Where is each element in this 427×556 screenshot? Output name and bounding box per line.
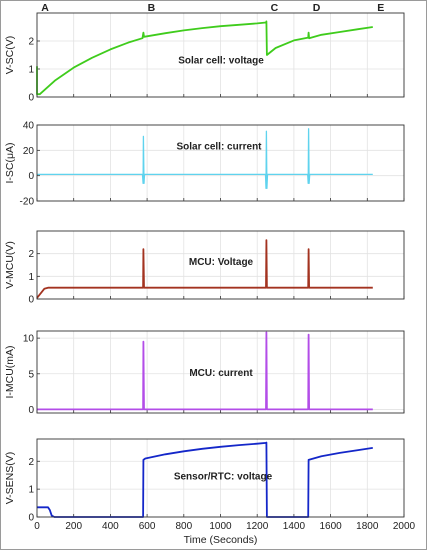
series-line — [36, 239, 373, 299]
y-tick-label: 5 — [28, 369, 34, 380]
y-tick-label: 10 — [23, 334, 35, 345]
panel-2: -20 0 20 40 I-SC(μA) Solar cell: current — [4, 121, 405, 208]
series-line — [37, 331, 373, 411]
y-tick-label: 0 — [28, 295, 34, 306]
panel-annotation: Solar cell: voltage — [178, 55, 264, 66]
y-tick-label: 0 — [28, 513, 34, 524]
plot-frame — [36, 124, 405, 202]
x-tick-label: 400 — [102, 521, 119, 532]
x-tick-label: 600 — [139, 521, 156, 532]
y-axis-label: I-MCU(mA) — [4, 345, 16, 398]
y-tick-label: -20 — [20, 197, 35, 208]
x-tick-label: 800 — [175, 521, 192, 532]
panel-3: 0 1 2 V-MCU(V) MCU: Voltage — [4, 230, 405, 306]
x-tick-label: 1000 — [209, 521, 232, 532]
panel-annotation: MCU: Voltage — [189, 257, 254, 268]
panel-5: 0 1 2 V-SENS(V) Sensor/RTC: voltage — [4, 438, 405, 524]
x-tick-label: 1800 — [356, 521, 379, 532]
panel-4: 0 5 10 I-MCU(mA) MCU: current — [4, 330, 405, 416]
y-tick-label: 1 — [28, 65, 34, 76]
x-tick-label: 2000 — [393, 521, 416, 532]
y-tick-label: 0 — [28, 405, 34, 416]
x-tick-label: 1400 — [283, 521, 306, 532]
plot-frame — [36, 330, 405, 414]
marker-label-d: D — [313, 2, 321, 14]
y-tick-label: 2 — [28, 457, 34, 468]
y-tick-label: 20 — [23, 146, 35, 157]
plot-frame — [36, 438, 405, 518]
marker-label-e: E — [377, 2, 384, 14]
y-axis-label: I-SC(μA) — [4, 142, 16, 183]
y-tick-label: 1 — [28, 485, 34, 496]
panel-annotation: Sensor/RTC: voltage — [174, 472, 273, 483]
y-axis-label: V-SENS(V) — [4, 452, 16, 505]
panel-annotation: Solar cell: current — [176, 141, 262, 152]
x-tick-label: 0 — [34, 521, 40, 532]
x-tick-label: 200 — [65, 521, 82, 532]
x-tick-label: 1200 — [246, 521, 269, 532]
y-tick-label: 0 — [28, 171, 34, 182]
y-axis-label: V-MCU(V) — [4, 241, 16, 289]
series-line — [36, 20, 373, 96]
marker-label-a: A — [41, 2, 49, 14]
plot-frame — [36, 230, 405, 300]
x-axis-label: Time (Seconds) — [184, 534, 258, 546]
x-tick-label: 1600 — [319, 521, 342, 532]
y-tick-label: 1 — [28, 272, 34, 283]
y-axis-label: V-SC(V) — [4, 36, 16, 75]
marker-label-b: B — [148, 2, 156, 14]
y-tick-label: 2 — [28, 249, 34, 260]
y-tick-label: 40 — [23, 121, 35, 132]
panel-1: 0 1 2 V-SC(V) Solar cell: voltage — [4, 12, 405, 104]
y-tick-label: 2 — [28, 37, 34, 48]
marker-label-c: C — [271, 2, 279, 14]
series-line — [37, 128, 373, 189]
plot-frame — [36, 12, 405, 98]
panel-annotation: MCU: current — [189, 368, 253, 379]
y-tick-label: 0 — [28, 93, 34, 104]
